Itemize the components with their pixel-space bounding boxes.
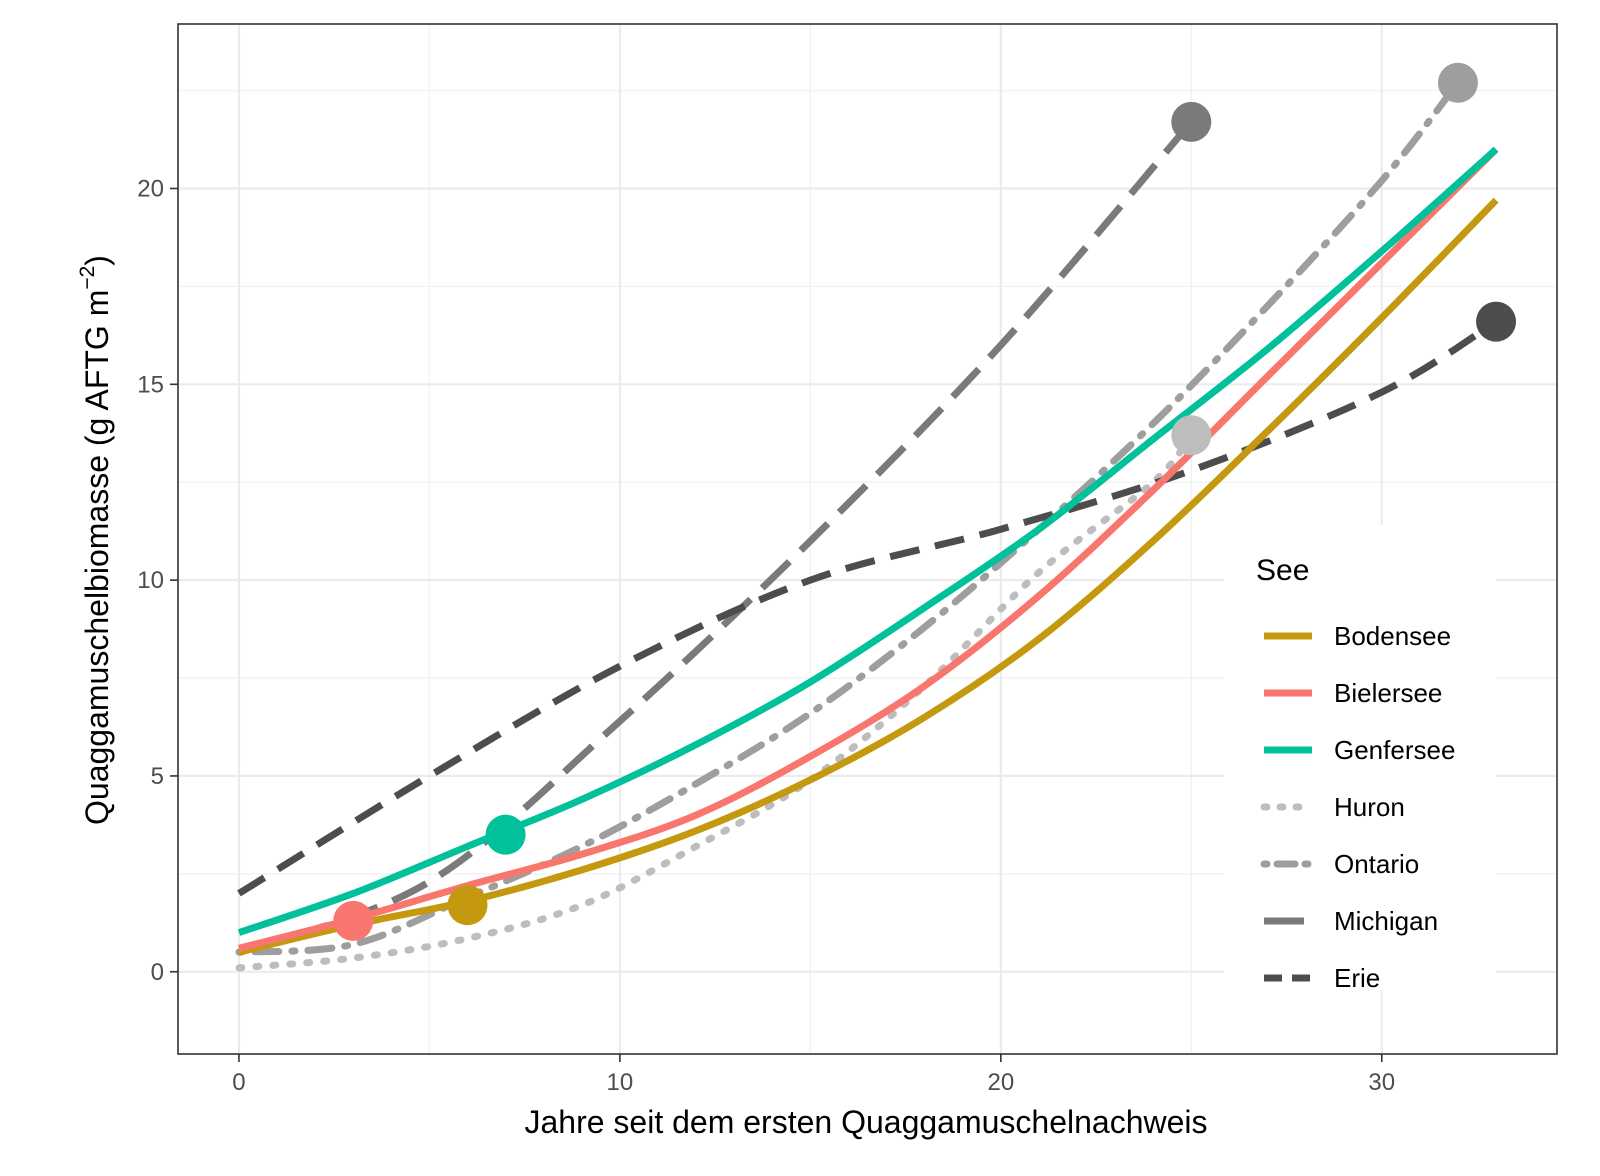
legend: See Bodensee Bielersee Genfersee Huron Ontar…: [1224, 525, 1496, 993]
series-points: [333, 62, 1517, 941]
legend-label-huron: Huron: [1334, 792, 1405, 822]
legend-label-bielersee: Bielersee: [1334, 678, 1442, 708]
y-tick-label: 0: [151, 959, 164, 986]
data-point-ontario: [1437, 62, 1478, 103]
y-tick-label: 20: [137, 175, 164, 202]
data-point-huron: [1171, 415, 1212, 456]
data-point-bielersee: [333, 900, 374, 941]
series-line-erie: [237, 318, 1498, 897]
legend-label-ontario: Ontario: [1334, 849, 1419, 879]
x-tick-label: 10: [607, 1069, 634, 1096]
y-axis-title: Quaggamuschelbiomasse (g AFTG m−2): [76, 255, 115, 825]
legend-items: Bodensee Bielersee Genfersee Huron Ontario Mi…: [1260, 621, 1455, 993]
y-tick-label: 15: [137, 371, 164, 398]
y-axis-title-exponent: −2: [76, 266, 99, 290]
x-axis-title: Jahre seit dem ersten Quaggamuschelnachw…: [524, 1104, 1207, 1140]
legend-label-michigan: Michigan: [1334, 906, 1438, 936]
y-axis-title-main: Quaggamuschelbiomasse (g AFTG m: [79, 290, 115, 825]
data-point-michigan: [1171, 101, 1212, 142]
panel-border: [177, 23, 1558, 1055]
legend-title: See: [1256, 554, 1309, 587]
y-tick-label: 10: [137, 567, 164, 594]
data-point-erie: [1476, 301, 1517, 342]
y-axis-title-close: ): [79, 255, 115, 266]
x-tick-label: 20: [987, 1069, 1014, 1096]
x-tick-label: 0: [232, 1069, 245, 1096]
x-axis: 0 10 20 30: [232, 1054, 1395, 1096]
series-line-michigan: [237, 119, 1194, 956]
data-point-genfersee: [485, 814, 526, 855]
legend-label-erie: Erie: [1334, 963, 1380, 993]
legend-label-genfersee: Genfersee: [1334, 735, 1455, 765]
legend-label-bodensee: Bodensee: [1334, 621, 1451, 651]
data-point-bodensee: [447, 885, 488, 926]
x-tick-label: 30: [1368, 1069, 1395, 1096]
legend-background: [1224, 525, 1496, 990]
y-tick-label: 5: [151, 763, 164, 790]
y-axis: 0 5 10 15 20: [137, 175, 178, 986]
series-line-genfersee: [237, 146, 1499, 936]
